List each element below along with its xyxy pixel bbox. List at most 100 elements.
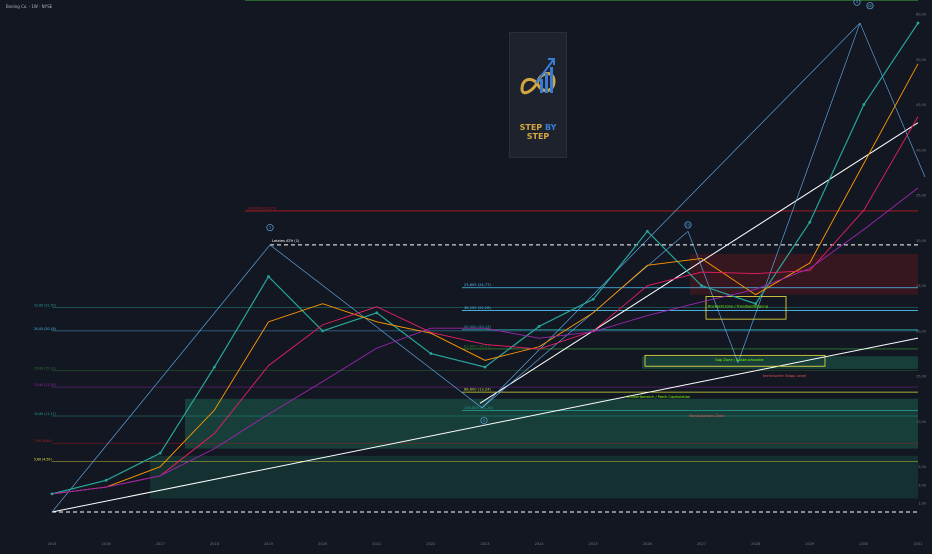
price-point bbox=[645, 229, 649, 233]
x-tick-label: 2025 bbox=[589, 542, 598, 546]
price-point bbox=[483, 365, 487, 369]
x-tick-label: 2030 bbox=[859, 542, 868, 546]
price-point bbox=[429, 352, 433, 355]
price-point bbox=[862, 103, 866, 106]
left-level-label: 20,05 (20,19) bbox=[34, 327, 56, 331]
price-point bbox=[537, 324, 541, 328]
x-tick-label: 2016 bbox=[102, 542, 111, 546]
price-point bbox=[375, 311, 379, 315]
y-tick-label: 60,00 bbox=[916, 13, 926, 17]
wave-count-circle bbox=[480, 416, 488, 424]
brand-name-right: STEP bbox=[526, 132, 550, 141]
y-tick-label: 10,00 bbox=[916, 420, 926, 424]
moving-average-slow bbox=[51, 187, 919, 495]
y-tick-label: 1,00 bbox=[918, 501, 926, 505]
wave-count-circle bbox=[866, 2, 874, 10]
annotation-label: Gap Zone / Ausbruchszone bbox=[715, 358, 764, 362]
channel-line bbox=[51, 244, 271, 513]
y-tick-label: 3,00 bbox=[918, 483, 926, 487]
moving-average-fast bbox=[51, 63, 919, 495]
price-point bbox=[591, 297, 595, 301]
fib-level-label: 38,200 (22,26) bbox=[464, 306, 491, 310]
left-level-label: 10,60 (11,17) bbox=[34, 412, 56, 416]
support-zone bbox=[150, 455, 918, 499]
long-term-trendline bbox=[51, 337, 919, 513]
resistance-zone bbox=[690, 253, 918, 295]
x-tick-label: 2028 bbox=[751, 542, 760, 546]
annotation-label: Entwertbereich / Panik Capitulation bbox=[627, 395, 690, 399]
brand-name: STEP BY STEP bbox=[510, 123, 566, 141]
x-tick-label: 2023 bbox=[481, 542, 490, 546]
channel-line bbox=[481, 22, 861, 409]
price-point bbox=[158, 451, 162, 455]
y-tick-label: 20,00 bbox=[916, 329, 926, 333]
annotation-label: Manipulations Zone bbox=[689, 414, 725, 418]
brand-logo: STEP BY STEP bbox=[509, 32, 567, 158]
yellow-zone-box bbox=[644, 354, 826, 367]
price-point bbox=[50, 492, 54, 496]
wave-count-circle bbox=[853, 0, 861, 6]
projection-line bbox=[687, 231, 739, 363]
steep-trendline bbox=[479, 122, 919, 404]
y-tick-label: 5,00 bbox=[918, 465, 926, 469]
x-tick-label: 2018 bbox=[210, 542, 219, 546]
x-tick-label: 2015 bbox=[48, 542, 57, 546]
x-tick-label: 2024 bbox=[535, 542, 545, 546]
annotation-label: (2) bbox=[867, 4, 873, 8]
brand-name-mid: BY bbox=[544, 123, 557, 132]
x-tick-label: 2027 bbox=[697, 542, 706, 546]
x-tick-label: 2019 bbox=[264, 542, 273, 546]
chart-title: Boeing Co. · 1W · NYSE bbox=[6, 4, 53, 9]
fib-level-label: 61,800 (18,01) bbox=[464, 344, 491, 348]
x-tick-label: 2026 bbox=[643, 542, 652, 546]
annotation-label: 2 bbox=[483, 418, 485, 422]
fib-level-label: 100,000 (33,25) bbox=[247, 206, 277, 210]
price-point bbox=[754, 302, 758, 306]
x-tick-label: 2017 bbox=[156, 542, 165, 546]
projection-line bbox=[859, 22, 926, 178]
yellow-zone-box bbox=[705, 296, 787, 320]
support-zone bbox=[642, 356, 918, 369]
x-tick-label: 2021 bbox=[372, 542, 381, 546]
fib-level-label: 50,000 (20,13) bbox=[464, 325, 491, 329]
annotation-label: 1 bbox=[269, 226, 271, 230]
left-level-label: 13,80 (13,25) bbox=[34, 383, 56, 387]
y-tick-label: 40,00 bbox=[916, 148, 926, 152]
price-point bbox=[916, 21, 920, 25]
y-tick-label: 50,00 bbox=[916, 58, 926, 62]
y-tick-label: 30,00 bbox=[916, 239, 926, 243]
y-tick-label: 15,00 bbox=[916, 375, 926, 379]
fib-level-label: 100,000 (11,20) bbox=[464, 406, 494, 410]
wave-count-circle bbox=[266, 224, 274, 232]
price-point bbox=[808, 220, 812, 224]
annotation-label: technischer Stopp Level bbox=[763, 374, 806, 378]
left-level-label: 22,60 (22,70) bbox=[34, 303, 56, 307]
left-level-label: 15,60 (15,13) bbox=[34, 367, 56, 371]
y-tick-label: 35,00 bbox=[916, 194, 926, 198]
y-tick-label: 25,00 bbox=[916, 284, 926, 288]
y-tick-label: 45,00 bbox=[916, 103, 926, 107]
annotation-label: 3 bbox=[856, 0, 858, 4]
price-point bbox=[700, 284, 703, 288]
price-point bbox=[267, 275, 270, 278]
price-point bbox=[212, 365, 216, 369]
x-tick-label: 2029 bbox=[805, 542, 814, 546]
moving-average-mid bbox=[51, 116, 919, 495]
infinity-growth-icon bbox=[520, 58, 556, 95]
projection-line bbox=[737, 22, 861, 363]
fib-level-label: 88,600 (13,24) bbox=[464, 388, 491, 392]
brand-name-left: STEP bbox=[519, 123, 545, 132]
annotation-label: (1) bbox=[685, 223, 691, 227]
x-tick-label: 2022 bbox=[426, 542, 435, 546]
left-level-label: 7,60 (8,60) bbox=[34, 439, 52, 443]
x-tick-label: 2031 bbox=[914, 542, 923, 546]
x-tick-label: 2020 bbox=[318, 542, 327, 546]
annotation-label: Rück­kehrzone / Trendbestätigung bbox=[708, 304, 768, 308]
fib-level-label: 23,605 (24,77) bbox=[464, 283, 491, 287]
channel-line bbox=[269, 244, 483, 409]
left-level-label: 5,60 (4,50) bbox=[34, 457, 52, 461]
wave-count-circle bbox=[684, 221, 692, 229]
price-point bbox=[104, 478, 108, 482]
